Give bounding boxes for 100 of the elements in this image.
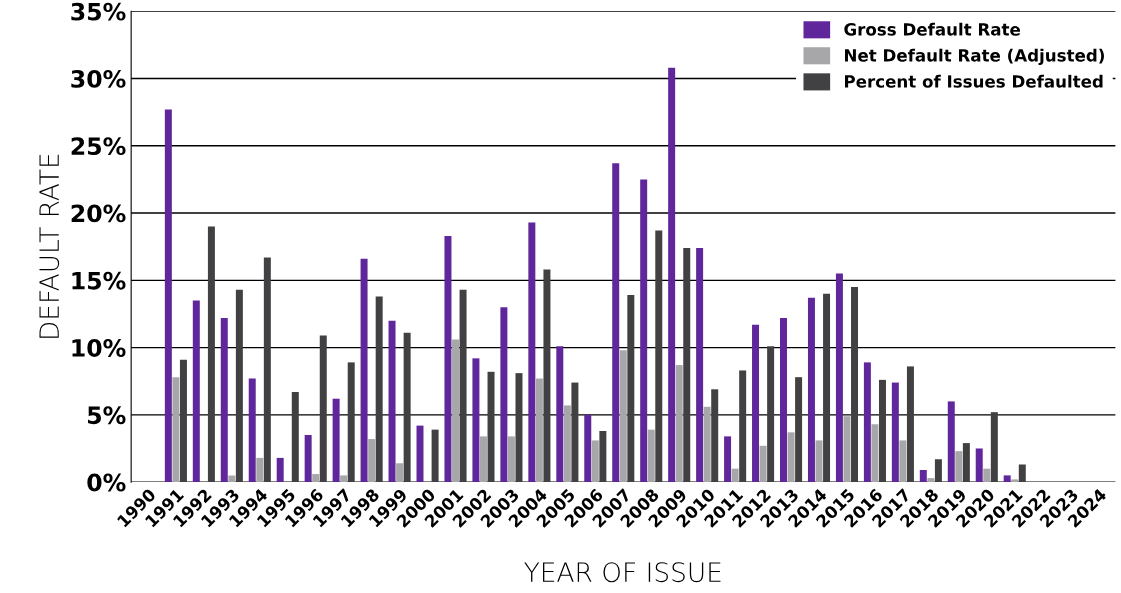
bar [612,163,620,483]
bar [248,378,256,483]
bar [675,365,683,483]
bar [228,475,236,483]
y-tick-label: 35% [71,2,126,21]
bar [683,248,691,483]
bar [878,379,886,483]
legend-label: Gross Default Rate [844,22,1020,36]
bar [375,296,383,483]
bar [528,222,536,483]
bar [172,377,180,483]
bar [256,457,264,483]
bar [332,398,340,483]
bar [919,470,927,483]
bar [724,436,732,483]
bar [696,248,704,483]
bar [403,332,411,483]
y-tick-label: 15% [72,271,126,290]
y-tick-label: 20% [71,204,126,223]
bar [927,478,935,483]
bar [179,359,187,483]
bar [452,339,459,483]
bar [815,440,823,483]
bar [807,297,815,483]
bar [235,289,243,483]
y-tick-label: 25% [71,137,126,156]
bar [360,258,368,483]
bar [487,371,495,483]
bar [975,448,983,483]
bar [955,451,963,483]
bar [739,370,747,483]
bar [795,377,803,483]
bar [619,350,627,483]
bar [507,436,515,483]
bar [535,378,543,483]
bar [388,320,396,483]
bar [368,439,376,483]
bar [752,324,760,483]
bar [500,307,508,483]
bar [767,346,775,483]
bar [220,317,228,483]
bar [164,109,172,483]
bar [640,179,648,483]
bar [871,424,879,483]
bar [851,287,859,483]
bar [934,459,942,483]
bar [396,463,404,483]
bar [472,358,480,483]
bar [899,440,907,483]
bar [347,362,355,483]
bar [1018,464,1026,483]
bar [731,468,739,483]
bar [319,335,327,483]
bar [599,430,607,483]
bar [431,429,439,483]
bar [983,468,991,483]
bar [962,443,970,483]
bar [759,445,767,483]
bar [263,257,271,483]
bar [891,382,899,483]
bar [627,295,635,483]
bar [863,362,871,483]
bar [835,273,843,483]
bar [556,346,564,483]
bar [459,289,467,483]
bar [543,269,551,483]
bar [906,366,914,483]
bar [591,440,599,483]
bar [563,405,571,483]
bar [787,432,795,483]
bar [990,412,998,483]
x-axis-title: YEAR OF ISSUE [524,562,721,583]
bar [780,317,787,483]
legend-label: Percent of Issues Defaulted [845,74,1103,88]
bar [444,235,452,483]
bar [1011,479,1019,483]
bar [655,230,663,483]
bar [571,382,579,483]
bar [711,389,719,483]
bar [291,391,299,483]
y-axis-title: DEFAULT RATE [39,154,60,338]
bar [207,226,215,483]
bar [668,67,676,483]
legend-label: Net Default Rate (Adjusted) [845,48,1104,65]
bar [312,474,320,483]
bar [479,436,487,483]
bar [192,300,200,483]
bar [703,406,711,483]
bar [1003,475,1011,483]
bar [947,401,955,483]
bar [843,416,851,483]
bar [515,373,523,483]
y-tick-label: 5% [88,406,126,425]
y-tick-label: 10% [72,339,126,357]
bar [276,457,284,483]
bar [823,293,831,483]
bar [647,429,655,483]
bar [304,435,312,483]
bar [584,414,592,483]
bar [340,475,348,483]
